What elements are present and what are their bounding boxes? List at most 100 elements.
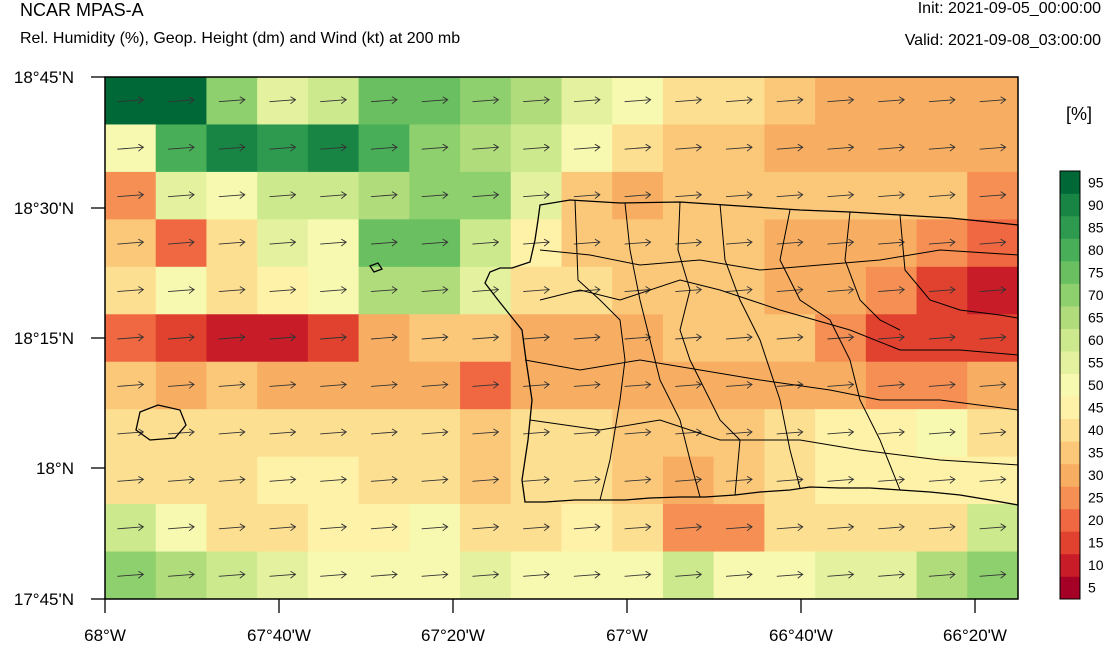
wind-arrow <box>421 286 449 294</box>
wind-arrow <box>928 381 956 389</box>
wind-arrow <box>218 475 246 484</box>
wind-arrow <box>320 475 348 484</box>
wind-arrow <box>218 570 246 579</box>
wind-arrow <box>168 238 195 247</box>
puerto-rico-outline <box>484 199 1019 506</box>
wind-arrow <box>573 523 601 532</box>
wind-arrow <box>320 428 348 437</box>
wind-arrow <box>624 333 652 342</box>
colorbar-swatch <box>1060 553 1080 577</box>
colorbar-label: 95 <box>1088 174 1104 190</box>
wind-arrow <box>523 570 550 579</box>
wind-arrow <box>878 286 905 294</box>
wind-arrow <box>472 191 500 199</box>
wind-arrow <box>218 381 246 389</box>
wind-arrow <box>523 381 550 389</box>
wind-arrow <box>523 191 550 199</box>
wind-arrow <box>675 523 703 532</box>
colorbar-label: 55 <box>1088 354 1104 370</box>
y-tick-label: 18°30'N <box>14 199 74 218</box>
wind-arrow <box>523 475 550 484</box>
wind-arrow <box>168 381 195 389</box>
wind-arrow <box>269 333 297 342</box>
wind-arrow <box>370 143 398 152</box>
colorbar-label: 20 <box>1088 512 1104 528</box>
wind-arrow <box>168 523 195 532</box>
wind-arrow <box>573 96 601 105</box>
wind-arrow <box>421 238 449 247</box>
wind-arrow <box>675 333 703 342</box>
wind-arrow <box>776 96 804 105</box>
wind-arrow <box>776 523 804 532</box>
wind-arrow <box>421 191 449 199</box>
wind-arrow <box>218 333 246 342</box>
valid-time: Valid: 2021-09-08_03:00:00 <box>904 32 1101 49</box>
wind-arrow <box>624 523 652 532</box>
wind-arrow <box>776 475 804 484</box>
wind-arrow <box>168 475 195 484</box>
wind-arrow <box>979 428 1007 437</box>
wind-arrow <box>573 570 601 579</box>
init-time: Init: 2021-09-05_00:00:00 <box>917 0 1101 17</box>
wind-arrow <box>117 238 145 247</box>
wind-arrow <box>523 286 550 294</box>
wind-arrow <box>117 96 145 105</box>
wind-arrow <box>928 191 956 199</box>
wind-arrow <box>928 143 956 152</box>
wind-arrow <box>320 286 348 294</box>
wind-arrow <box>472 428 500 437</box>
wind-arrow <box>269 191 297 199</box>
wind-arrow <box>218 191 246 199</box>
wind-arrow <box>168 333 195 342</box>
wind-arrow <box>725 428 753 437</box>
x-tick-label: 68°W <box>84 626 126 645</box>
colorbar-swatch <box>1060 261 1080 284</box>
colorbar-label: 70 <box>1088 287 1104 303</box>
wind-arrow <box>370 96 398 105</box>
wind-arrow <box>827 191 855 199</box>
wind-arrow <box>523 333 550 342</box>
wind-arrow <box>725 570 753 579</box>
colorbar-swatch <box>1060 216 1080 239</box>
colorbar-swatch <box>1060 463 1080 487</box>
wind-arrow <box>573 381 601 389</box>
wind-arrow <box>370 286 398 294</box>
wind-arrow <box>979 238 1007 247</box>
wind-arrow <box>675 381 703 389</box>
wind-arrow <box>269 96 297 105</box>
wind-arrow <box>878 570 905 579</box>
wind-arrow <box>168 428 195 437</box>
wind-arrow <box>472 523 500 532</box>
colorbar-swatch <box>1060 328 1080 352</box>
wind-arrow <box>117 523 145 532</box>
wind-arrow <box>827 428 855 437</box>
wind-arrow <box>928 286 956 294</box>
wind-arrow <box>928 238 956 247</box>
wind-arrow <box>523 523 550 532</box>
wind-arrow <box>320 238 348 247</box>
wind-arrow <box>827 238 855 247</box>
wind-arrow <box>776 143 804 152</box>
wind-arrow <box>878 475 905 484</box>
wind-arrow <box>878 333 905 342</box>
wind-arrow <box>218 238 246 247</box>
wind-arrow <box>624 570 652 579</box>
wind-arrow <box>370 523 398 532</box>
municipal-boundaries <box>524 199 1019 501</box>
wind-arrow <box>725 333 753 342</box>
wind-arrow <box>878 523 905 532</box>
wind-arrow <box>523 96 550 105</box>
desecheo-island <box>369 262 383 273</box>
wind-arrow <box>117 333 145 342</box>
wind-arrow <box>370 333 398 342</box>
wind-arrow <box>675 286 703 294</box>
wind-arrow <box>320 523 348 532</box>
wind-arrow <box>320 333 348 342</box>
wind-arrow <box>168 191 195 199</box>
y-tick-label: 18°N <box>36 459 74 478</box>
colorbar-swatch <box>1060 306 1080 329</box>
wind-arrow <box>168 570 195 579</box>
wind-arrow <box>878 96 905 105</box>
colorbar-frame <box>1059 170 1081 600</box>
wind-arrow <box>269 523 297 532</box>
